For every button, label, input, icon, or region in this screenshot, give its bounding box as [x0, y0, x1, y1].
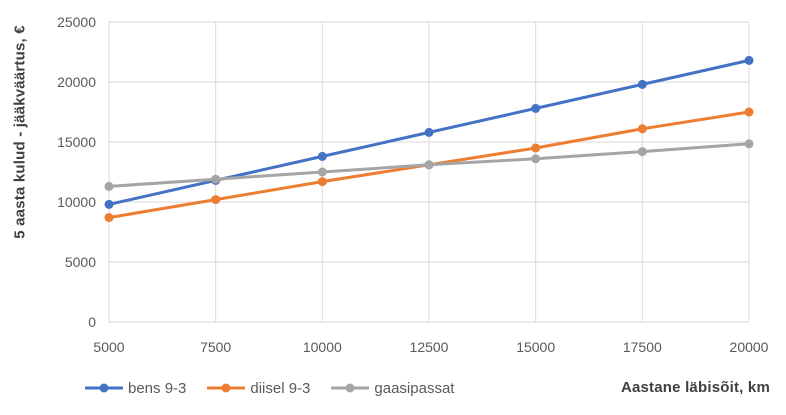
legend-item-gaasipassat: gaasipassat — [330, 380, 454, 397]
legend-glyph-svg — [85, 383, 123, 393]
data-point-marker — [424, 160, 434, 170]
data-point-marker — [637, 79, 647, 89]
x-tick-label: 7500 — [200, 339, 232, 355]
legend-label: bens 9-3 — [128, 379, 187, 397]
data-point-marker — [211, 195, 221, 205]
data-point-marker — [637, 124, 647, 134]
legend-item-bens-9-3: bens 9-3 — [84, 380, 186, 397]
data-point-marker — [104, 213, 114, 223]
legend-line-marker-icon — [330, 382, 370, 394]
y-tick-label: 25000 — [57, 14, 96, 30]
x-axis-title: Aastane läbisõit, km — [620, 379, 770, 396]
data-point-marker — [211, 174, 221, 184]
legend-line-marker-icon — [206, 382, 246, 394]
y-tick-label: 10000 — [57, 194, 96, 210]
data-point-marker — [317, 167, 327, 177]
data-point-marker — [531, 154, 541, 164]
data-point-marker — [104, 199, 114, 209]
data-point-marker — [531, 103, 541, 113]
data-point-marker — [744, 55, 754, 65]
data-point-marker — [637, 147, 647, 157]
legend: bens 9-3 diisel 9-3 gaasipassat — [84, 380, 454, 397]
x-tick-label: 20000 — [729, 339, 769, 355]
x-tick-label: 12500 — [409, 339, 449, 355]
data-point-marker — [424, 127, 434, 137]
x-tick-label: 10000 — [302, 339, 342, 355]
data-point-marker — [531, 143, 541, 153]
data-point-marker — [317, 151, 327, 161]
x-tick-label: 15000 — [516, 339, 556, 355]
legend-label: gaasipassat — [374, 379, 455, 397]
legend-glyph-svg — [331, 383, 370, 393]
y-tick-label: 20000 — [57, 74, 96, 90]
legend-glyph-svg — [207, 383, 246, 393]
y-tick-label: 5000 — [64, 254, 96, 270]
data-point-marker — [744, 139, 754, 149]
data-point-marker — [317, 177, 327, 187]
x-tick-label: 5000 — [93, 339, 125, 355]
legend-item-diisel-9-3: diisel 9-3 — [206, 380, 310, 397]
data-point-marker — [744, 107, 754, 117]
y-tick-label: 15000 — [57, 134, 96, 150]
x-tick-label: 17500 — [622, 339, 662, 355]
y-tick-label: 0 — [88, 314, 96, 330]
legend-label: diisel 9-3 — [250, 379, 311, 397]
data-point-marker — [104, 181, 114, 191]
legend-line-marker-icon — [84, 382, 124, 394]
